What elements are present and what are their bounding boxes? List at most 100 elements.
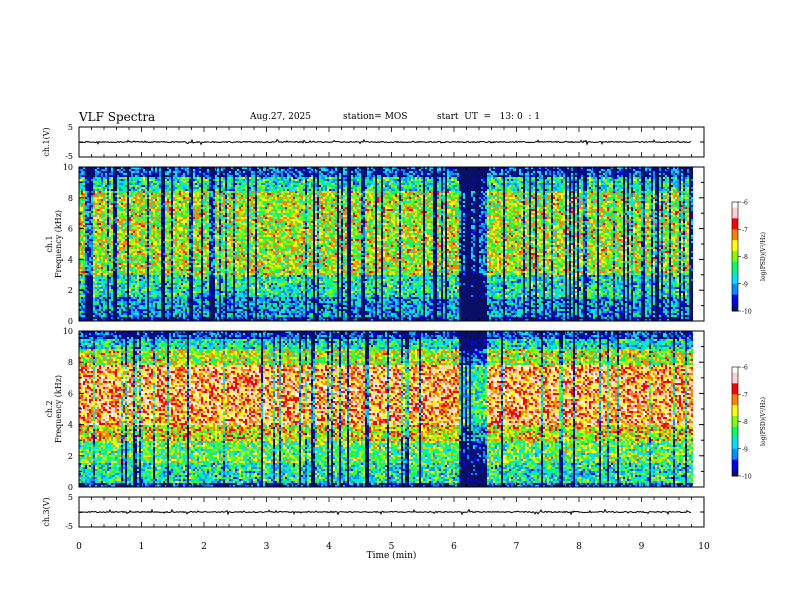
spectrogram-cell (127, 243, 129, 245)
spectrogram-cell (203, 265, 205, 267)
spectrogram-cell (127, 207, 129, 209)
spectrogram-cell (101, 297, 103, 299)
spectrogram-cell (161, 189, 163, 191)
spectrogram-cell (85, 259, 87, 261)
spectrogram-cell (151, 253, 153, 255)
spectrogram-cell (169, 255, 171, 257)
spectrogram-cell (155, 291, 157, 293)
spectrogram-cell (127, 221, 129, 223)
spectrogram-cell (89, 175, 91, 177)
spectrogram-cell (79, 199, 81, 201)
spectrogram-cell (111, 303, 113, 305)
spectrogram-cell (125, 305, 127, 307)
spectrogram-cell (157, 197, 159, 199)
spectrogram-cell (117, 263, 119, 265)
spectrogram-cell (89, 215, 91, 217)
spectrogram-cell (131, 297, 133, 299)
spectrogram-cell (207, 199, 209, 201)
spectrogram-cell (207, 191, 209, 193)
spectrogram-cell (119, 285, 121, 287)
spectrogram-cell (105, 201, 107, 203)
spectrogram-cell (141, 309, 143, 311)
spectrogram-cell (203, 219, 205, 221)
spectrogram-cell (83, 193, 85, 195)
spectrogram-cell (99, 235, 101, 237)
spectrogram-cell (109, 247, 111, 249)
spectrogram-cell (169, 253, 171, 255)
spectrogram-cell (157, 311, 159, 313)
spectrogram-cell (151, 231, 153, 233)
spectrogram-cell (83, 251, 85, 253)
spectrogram-cell (109, 303, 111, 305)
spectrogram-cell (135, 219, 137, 221)
spectrogram-cell (195, 315, 197, 317)
spectrogram-cell (105, 309, 107, 311)
spectrogram-cell (137, 293, 139, 295)
spectrogram-cell (175, 189, 177, 191)
spectrogram-cell (105, 169, 107, 171)
spectrogram-cell (135, 305, 137, 307)
spectrogram-cell (151, 213, 153, 215)
spectrogram-cell (145, 215, 147, 217)
spectrogram-cell (103, 189, 105, 191)
spectrogram-cell (207, 213, 209, 215)
spectrogram-cell (115, 283, 117, 285)
spectrogram-cell (157, 253, 159, 255)
spectrogram-cell (189, 229, 191, 231)
spectrogram-cell (93, 217, 95, 219)
spectrogram-cell (107, 203, 109, 205)
spectrogram-cell (151, 235, 153, 237)
spectrogram-cell (163, 273, 165, 275)
spectrogram-cell (205, 217, 207, 219)
spectrogram-cell (107, 221, 109, 223)
spectrogram-cell (201, 313, 203, 315)
spectrogram-cell (131, 185, 133, 187)
spectrogram-cell (185, 319, 187, 321)
spectrogram-cell (127, 191, 129, 193)
spectrogram-cell (83, 303, 85, 305)
spectrogram-cell (133, 171, 135, 173)
spectrogram-cell (163, 241, 165, 243)
spectrogram-cell (203, 181, 205, 183)
spectrogram-cell (177, 193, 179, 195)
spectrogram-cell (183, 169, 185, 171)
spectrogram-cell (193, 281, 195, 283)
spectrogram-cell (93, 263, 95, 265)
spectrogram-cell (109, 221, 111, 223)
spectrogram-cell (89, 303, 91, 305)
spectrogram-cell (109, 293, 111, 295)
spectrogram-cell (187, 207, 189, 209)
spectrogram-cell (205, 247, 207, 249)
spectrogram-cell (187, 237, 189, 239)
spectrogram-cell (197, 291, 199, 293)
spectrogram-cell (179, 309, 181, 311)
spectrogram-cell (135, 311, 137, 313)
spectrogram-cell (147, 315, 149, 317)
spectrogram-cell (121, 217, 123, 219)
spectrogram-cell (85, 281, 87, 283)
spectrogram-cell (129, 233, 131, 235)
spectrogram-cell (199, 187, 201, 189)
spectrogram-cell (95, 223, 97, 225)
spectrogram-cell (185, 273, 187, 275)
spectrogram-cell (119, 197, 121, 199)
spectrogram-cell (151, 211, 153, 213)
spectrogram-cell (105, 271, 107, 273)
spectrogram-cell (203, 253, 205, 255)
spectrogram-cell (85, 317, 87, 319)
spectrogram-cell (169, 305, 171, 307)
spectrogram-cell (181, 299, 183, 301)
spectrogram-cell (109, 215, 111, 217)
spectrogram-cell (93, 211, 95, 213)
spectrogram-cell (187, 269, 189, 271)
spectrogram-cell (173, 317, 175, 319)
spectrogram-cell (201, 295, 203, 297)
spectrogram-cell (177, 287, 179, 289)
spectrogram-cell (151, 241, 153, 243)
spectrogram-cell (137, 245, 139, 247)
spectrogram-cell (147, 281, 149, 283)
spectrogram-cell (127, 255, 129, 257)
spectrogram-cell (175, 227, 177, 229)
spectrogram-cell (81, 167, 83, 169)
spectrogram-cell (167, 269, 169, 271)
